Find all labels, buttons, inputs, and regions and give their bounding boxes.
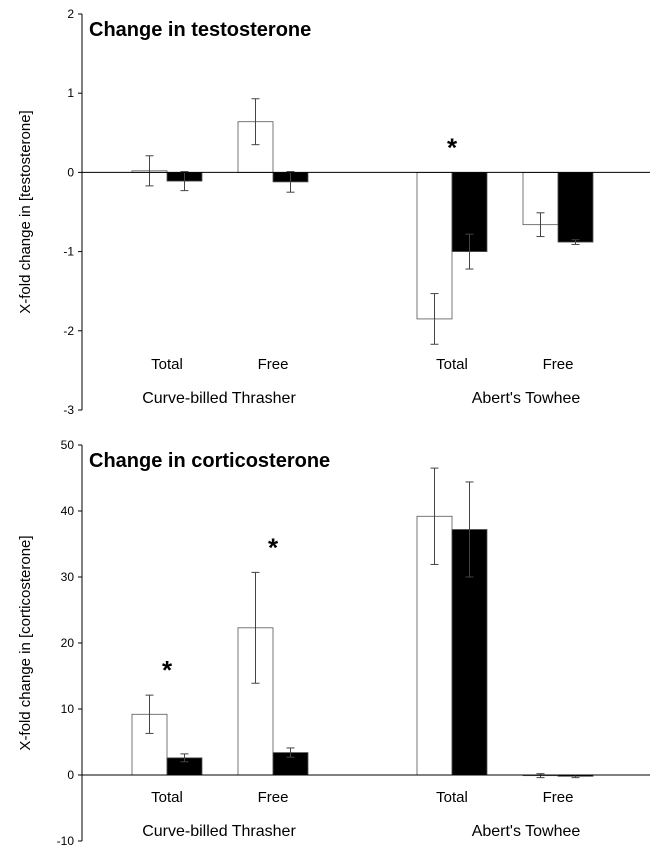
y-tick-label: 20	[61, 636, 75, 650]
category-label: Free	[258, 356, 289, 373]
y-tick-label: 2	[67, 7, 74, 21]
group-label: Curve-billed Thrasher	[142, 823, 296, 840]
y-tick-label: -2	[63, 324, 74, 338]
chart-title: Change in testosterone	[89, 19, 311, 41]
category-label: Free	[543, 789, 574, 806]
y-axis-title: X-fold change in [corticosterone]	[17, 535, 34, 750]
y-tick-label: 0	[67, 165, 74, 179]
y-axis-title: X-fold change in [testosterone]	[17, 110, 34, 313]
y-tick-label: 10	[61, 702, 75, 716]
y-tick-label: 40	[61, 504, 75, 518]
y-tick-label: 1	[67, 86, 74, 100]
category-label: Total	[151, 789, 183, 806]
group-label: Curve-billed Thrasher	[142, 390, 296, 407]
y-tick-label: 0	[67, 768, 74, 782]
y-tick-label: -3	[63, 403, 74, 417]
filled-bar	[557, 171, 594, 243]
significance-marker: *	[268, 532, 279, 562]
category-label: Free	[543, 356, 574, 373]
chart-1: -3 -2 -1 0 1 2 X-fold change in [testosterone]…	[17, 7, 650, 417]
y-tick-label: 30	[61, 570, 75, 584]
group-label: Abert's Towhee	[472, 823, 581, 840]
category-label: Total	[436, 356, 468, 373]
chart-2: -10 0 10 20 30 40 50 X-fold change in [corticos…	[17, 438, 650, 845]
group-label: Abert's Towhee	[472, 390, 581, 407]
y-tick-label: -1	[63, 245, 74, 259]
category-label: Total	[436, 789, 468, 806]
chart-title: Change in corticosterone	[89, 450, 330, 472]
category-label: Free	[258, 789, 289, 806]
category-label: Total	[151, 356, 183, 373]
significance-marker: *	[447, 132, 458, 162]
y-tick-label: -10	[57, 834, 75, 845]
y-tick-label: 50	[61, 438, 75, 452]
significance-marker: *	[162, 655, 173, 685]
